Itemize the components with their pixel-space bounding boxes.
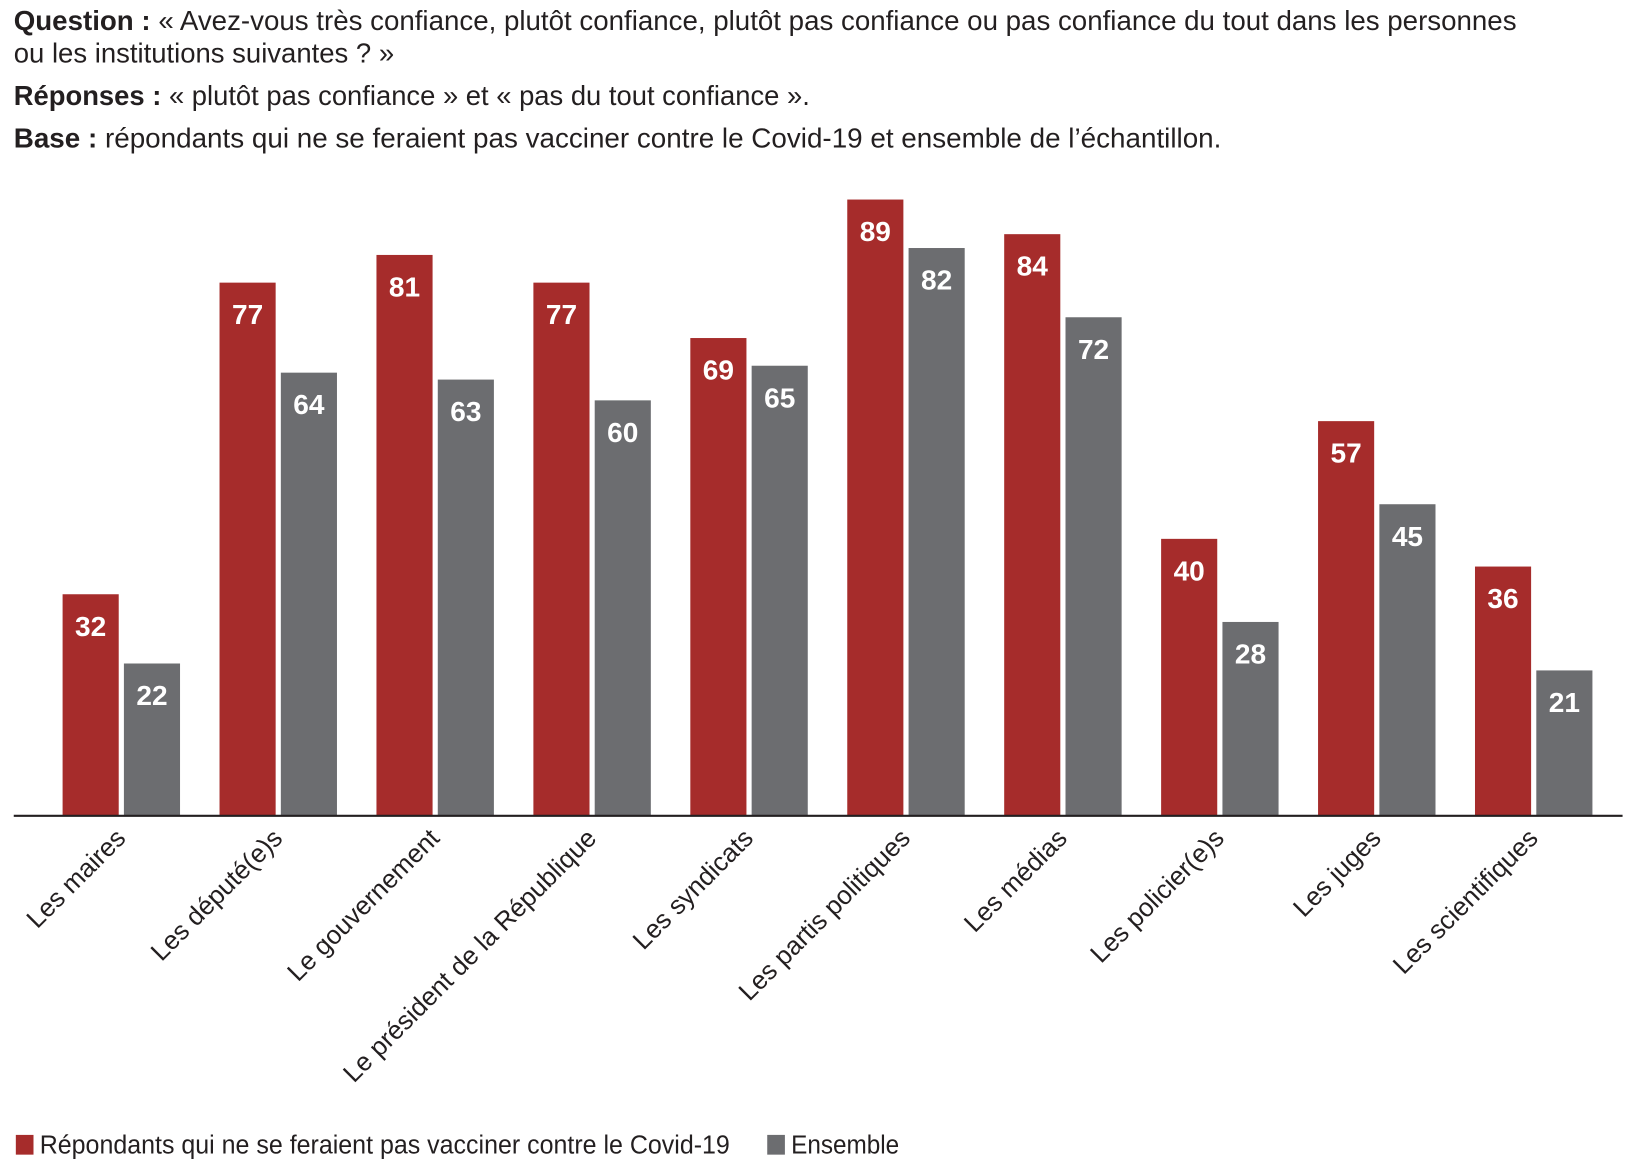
- data-label: 22: [136, 680, 167, 711]
- bar-series-1: [533, 282, 590, 816]
- responses-line: Réponses : « plutôt pas confiance » et «…: [14, 80, 810, 111]
- bar-series-1: [376, 254, 433, 816]
- data-label: 28: [1235, 639, 1266, 670]
- data-label: 89: [860, 216, 891, 247]
- category-label: Les syndicats: [627, 823, 759, 955]
- category-label: Le président de la République: [337, 823, 602, 1088]
- bar-series-1: [62, 594, 119, 816]
- legend-swatch-series-1: [15, 1134, 34, 1155]
- bar-series-2: [280, 372, 337, 816]
- data-label: 36: [1487, 583, 1518, 614]
- bar-series-2: [1379, 504, 1436, 816]
- bar-series-2: [123, 663, 181, 816]
- bar-series-1: [690, 338, 747, 816]
- data-label: 32: [75, 611, 106, 642]
- bar-series-2: [437, 379, 494, 816]
- category-label: Les policier(e)s: [1084, 823, 1230, 969]
- bar-series-2: [1536, 670, 1593, 816]
- bar-series-1: [1004, 234, 1061, 816]
- bar-series-2: [1222, 621, 1279, 816]
- chart-header: Question : « Avez-vous très confiance, p…: [14, 5, 1517, 153]
- bar-series-1: [1161, 538, 1218, 816]
- legend: Répondants qui ne se feraient pas vaccin…: [15, 1130, 899, 1160]
- category-label: Le gouvernement: [281, 822, 446, 987]
- bar-series-1: [1474, 566, 1532, 816]
- data-label: 40: [1174, 555, 1205, 586]
- legend-swatch-series-2: [767, 1134, 785, 1155]
- data-label: 77: [232, 299, 263, 330]
- category-label: Les député(e)s: [144, 823, 288, 967]
- bars: 32 22 77 64 81 63 77 60 69 65 89 82 84 72 40 28 57 45 36 21: [62, 199, 1593, 816]
- data-label: 45: [1392, 521, 1423, 552]
- legend-label-series-1: Répondants qui ne se feraient pas vaccin…: [40, 1130, 730, 1160]
- data-label: 64: [293, 389, 325, 420]
- data-label: 57: [1331, 438, 1362, 469]
- question-line-1: Question : « Avez-vous très confiance, p…: [14, 5, 1517, 36]
- data-label: 65: [764, 382, 795, 413]
- category-label: Les médias: [958, 823, 1073, 938]
- category-labels: Les maires Les député(e)sLe gouvernementL…: [20, 822, 1543, 1088]
- bar-series-2: [594, 400, 651, 816]
- bar-series-2: [1065, 317, 1122, 816]
- bar-series-1: [1318, 421, 1375, 816]
- bar-series-1: [847, 199, 904, 816]
- category-label: Les maires: [20, 823, 131, 934]
- data-label: 63: [450, 396, 481, 427]
- data-label: 72: [1078, 334, 1109, 365]
- data-label: 81: [389, 272, 420, 303]
- bar-series-2: [908, 248, 965, 816]
- bar-series-1: [219, 282, 276, 816]
- category-label: Les juges: [1287, 823, 1387, 923]
- data-label: 82: [921, 265, 952, 296]
- legend-label-series-2: Ensemble: [791, 1130, 899, 1160]
- category-label: Les partis politiques: [732, 823, 916, 1007]
- data-label: 69: [703, 355, 734, 386]
- category-label: Les scientifiques: [1387, 823, 1544, 980]
- data-label: 84: [1017, 251, 1049, 282]
- data-label: 21: [1549, 687, 1580, 718]
- base-line: Base : répondants qui ne se feraient pas…: [14, 123, 1222, 154]
- data-label: 77: [546, 299, 577, 330]
- question-line-2: ou les institutions suivantes ? »: [14, 37, 394, 68]
- data-label: 60: [607, 417, 638, 448]
- bar-series-2: [751, 365, 808, 816]
